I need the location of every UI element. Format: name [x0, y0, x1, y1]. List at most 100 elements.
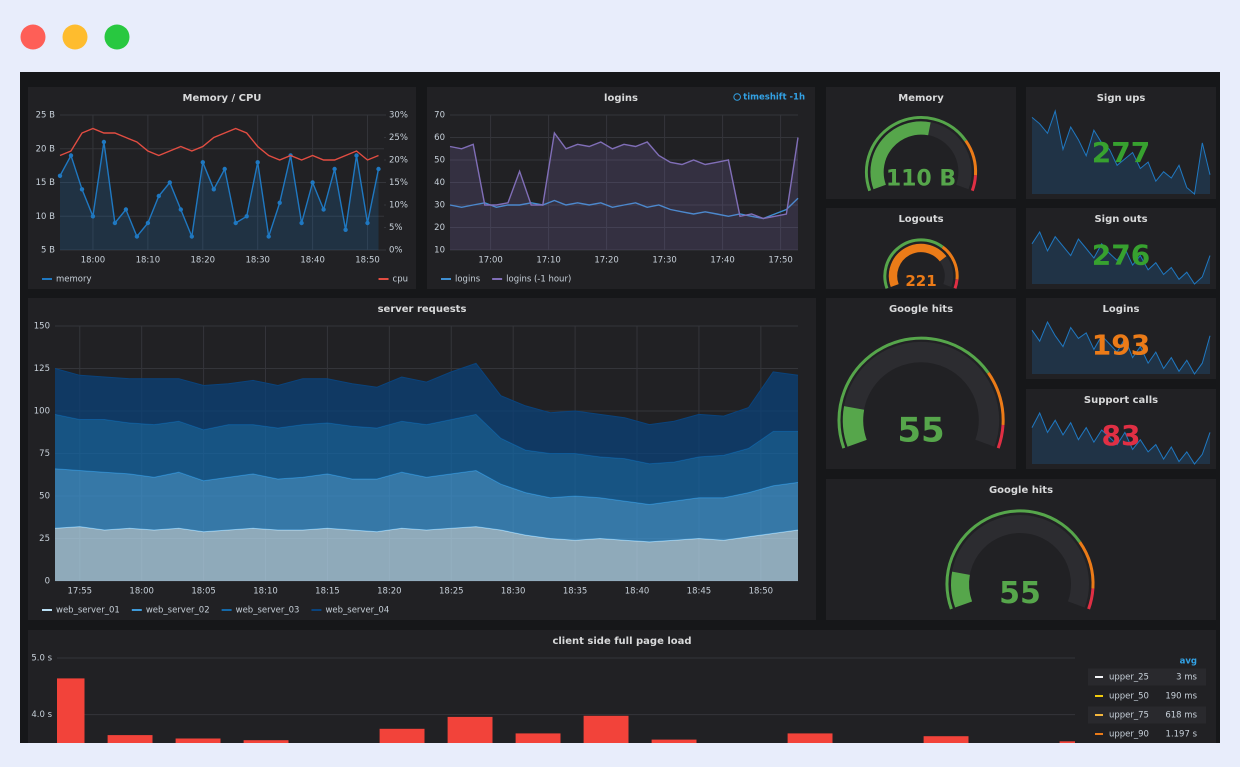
legend-label: web_server_02 — [146, 606, 210, 616]
maximize-button[interactable] — [104, 24, 130, 50]
panel: Sign outs 276 — [1026, 208, 1216, 289]
gauge-value — [951, 571, 973, 608]
panel-title: Logouts — [898, 214, 943, 225]
y2-tick-label: 20% — [389, 156, 408, 166]
y-tick-label: 30 — [434, 201, 445, 211]
panel: Logins 193 — [1026, 298, 1216, 379]
panel-title: client side full page load — [552, 636, 691, 647]
panel-title: Sign ups — [1097, 93, 1146, 104]
series-area — [60, 142, 379, 250]
bar — [107, 735, 153, 743]
y2-tick-label: 30% — [389, 111, 408, 121]
gauge-value-label: 110 B — [886, 167, 956, 192]
point — [178, 207, 183, 212]
point — [156, 193, 161, 199]
point — [90, 214, 96, 219]
gauge-threshold — [945, 509, 1082, 610]
bar — [583, 715, 629, 743]
bar — [515, 733, 561, 743]
y-tick-label: 0 — [45, 577, 50, 587]
y-tick-label: 5.0 s — [31, 654, 52, 664]
gauge-track — [842, 341, 1000, 447]
gauge-threshold — [941, 245, 959, 280]
y2-tick-label: 25% — [389, 133, 408, 143]
legend-label: web_server_03 — [236, 606, 300, 616]
panel: client side full page load 5.0 s 4.0 s avg u… — [28, 630, 1216, 743]
stat-value: 83 — [1102, 419, 1141, 452]
legend-label: logins (-1 hour) — [506, 275, 571, 285]
gauge-value — [888, 243, 947, 288]
clock-icon — [733, 93, 741, 101]
panel-title: server requests — [378, 304, 467, 315]
x-tick-label: 18:50 — [355, 256, 380, 266]
legend-label: web_server_04 — [325, 606, 389, 616]
x-tick-label: 17:00 — [478, 256, 503, 266]
y-tick-label: 25 B — [36, 111, 56, 121]
plot — [57, 678, 1075, 743]
bar — [1059, 741, 1075, 743]
sparkline — [1031, 109, 1211, 195]
legend-label: web_server_01 — [56, 606, 120, 616]
x-tick-label: 18:25 — [439, 587, 464, 597]
bar — [787, 733, 833, 743]
point — [266, 234, 271, 239]
x-tick-label: 17:50 — [768, 256, 793, 266]
y-tick-label: 150 — [34, 322, 50, 332]
legend-label: logins — [455, 275, 481, 285]
gauge-threshold — [964, 139, 978, 176]
x-tick-label: 18:20 — [191, 256, 216, 266]
panel-title: Sign outs — [1094, 214, 1147, 225]
legend-name: upper_50 — [1109, 692, 1149, 702]
panel-title: Logins — [1103, 304, 1140, 315]
panel: Memory 110 B — [826, 87, 1016, 199]
sparkline-area — [1032, 232, 1210, 284]
legend-row — [1088, 687, 1206, 705]
y-tick-label: 50 — [39, 492, 50, 502]
x-tick-label: 18:10 — [253, 587, 278, 597]
y-tick-label: 40 — [434, 178, 445, 188]
legend-label: cpu — [393, 275, 408, 285]
minimize-button[interactable] — [62, 24, 88, 50]
legend-value: 618 ms — [1165, 711, 1197, 721]
legend-name: upper_75 — [1109, 711, 1149, 721]
gauge-value-label: 55 — [999, 576, 1041, 611]
x-tick-label: 18:30 — [501, 587, 526, 597]
bar — [175, 738, 221, 743]
panel-bg — [427, 87, 815, 289]
panel: server requests 0 25 50 75 100 125 150 17:55 18:0… — [28, 298, 816, 620]
point — [233, 220, 238, 226]
bar — [57, 678, 85, 743]
point — [200, 160, 205, 165]
gauge-threshold — [837, 336, 990, 449]
panel-bg — [826, 87, 1016, 199]
panel-bg — [826, 479, 1216, 620]
point — [189, 234, 194, 239]
sparkline — [1031, 230, 1211, 285]
close-button[interactable] — [20, 24, 46, 50]
y-tick-label: 4.0 s — [31, 710, 52, 720]
x-tick-label: 18:00 — [81, 256, 106, 266]
y2-tick-label: 10% — [389, 201, 408, 211]
point — [57, 173, 63, 178]
series-line — [449, 131, 799, 220]
point — [299, 220, 304, 226]
panel: Memory / CPU 5 B 10 B 15 B 20 B 25 B 0% 5% 10% 15… — [28, 87, 416, 289]
legend-row — [1088, 706, 1206, 724]
panel: Support calls 83 — [1026, 389, 1216, 469]
panel-title: Memory / CPU — [183, 93, 262, 104]
legend-label: memory — [56, 275, 92, 285]
y2-tick-label: 15% — [389, 178, 408, 188]
bar — [923, 736, 969, 743]
panel-title: logins — [604, 93, 638, 104]
gauge-threshold — [864, 116, 967, 192]
y-tick-label: 50 — [434, 156, 445, 166]
series-line — [59, 127, 379, 161]
gauge-value — [842, 406, 867, 447]
stacked-area — [55, 414, 798, 505]
panel: logins 10 20 30 40 50 60 70 17:00 17:10 17:20 17:30… — [427, 87, 815, 289]
legend-value: 3 ms — [1176, 673, 1197, 683]
point — [332, 166, 337, 172]
bar — [651, 739, 697, 743]
